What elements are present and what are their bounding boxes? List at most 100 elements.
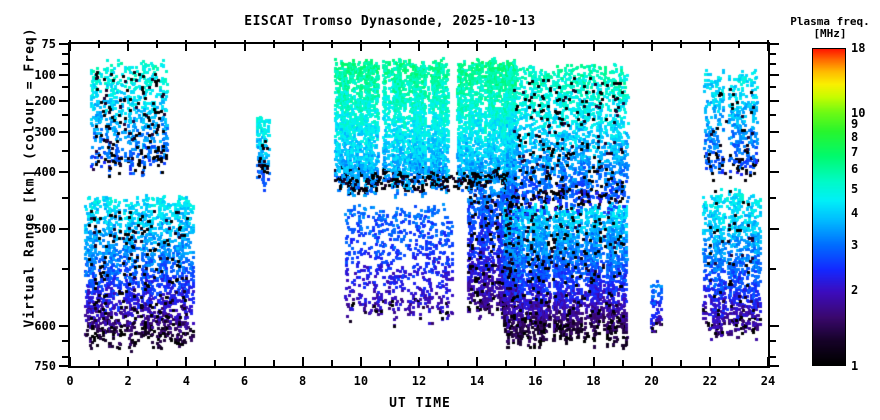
y-tick-label-200: 500 [34, 221, 56, 236]
y-minor-tick-250 [768, 196, 776, 199]
y-tick-75 [59, 365, 70, 367]
x-tick-22 [708, 40, 711, 51]
x-tick-16 [534, 357, 537, 368]
colorbar-tick-label-7: 7 [851, 144, 859, 159]
y-tick-100 [59, 324, 70, 327]
x-minor-tick-17 [563, 360, 566, 368]
x-minor-tick-7 [272, 360, 275, 368]
x-minor-tick-15 [505, 360, 508, 368]
x-tick-20 [650, 40, 653, 51]
x-minor-tick-9 [330, 40, 333, 48]
x-tick-4 [185, 357, 188, 368]
x-tick-24 [767, 357, 769, 368]
y-tick-500 [768, 99, 779, 102]
colorbar-tick-label-1: 1 [851, 359, 859, 373]
colorbar-tick-label-18: 18 [851, 41, 866, 55]
y-tick-600 [768, 74, 779, 77]
x-minor-tick-1 [98, 40, 101, 48]
y-minor-tick-550 [62, 86, 70, 89]
x-tick-label-24: 24 [760, 374, 776, 388]
y-tick-750 [59, 43, 70, 45]
y-tick-label-600: 100 [34, 68, 56, 83]
x-tick-label-14: 14 [469, 374, 485, 388]
x-tick-label-8: 8 [299, 374, 307, 388]
x-tick-label-22: 22 [702, 374, 718, 388]
x-minor-tick-1 [98, 360, 101, 368]
y-minor-tick-80 [62, 355, 70, 358]
y-tick-300 [59, 171, 70, 174]
colorbar-tick-label-9: 9 [851, 117, 859, 132]
y-tick-label-300: 400 [34, 165, 56, 180]
x-minor-tick-3 [156, 40, 159, 48]
colorbar-tick-label-10: 10 [851, 105, 866, 120]
x-tick-label-12: 12 [411, 374, 427, 388]
y-tick-300 [768, 171, 779, 174]
x-minor-tick-5 [214, 40, 217, 48]
x-tick-0 [69, 40, 71, 51]
x-axis-label: UT TIME [389, 396, 451, 411]
x-tick-12 [418, 357, 420, 368]
x-minor-tick-21 [679, 40, 682, 48]
x-minor-tick-23 [737, 360, 740, 368]
y-minor-tick-450 [768, 114, 776, 117]
colorbar-title-line2: [MHz] [813, 27, 847, 40]
x-tick-18 [592, 40, 595, 51]
y-minor-tick-90 [768, 339, 776, 342]
x-minor-tick-11 [388, 360, 391, 368]
y-minor-tick-650 [62, 63, 70, 65]
y-minor-tick-650 [768, 63, 776, 65]
colorbar-title-line1: Plasma freq. [790, 15, 870, 28]
x-tick-18 [592, 357, 595, 368]
x-tick-16 [534, 40, 537, 51]
x-tick-20 [650, 357, 653, 368]
x-minor-tick-23 [737, 40, 740, 48]
y-tick-label-400: 300 [34, 124, 56, 139]
colorbar-tick-label-8: 8 [851, 130, 859, 145]
y-minor-tick-150 [768, 268, 776, 271]
x-tick-24 [767, 40, 769, 51]
y-tick-75 [768, 365, 779, 367]
y-minor-tick-450 [62, 114, 70, 117]
y-tick-750 [768, 43, 779, 45]
x-minor-tick-13 [447, 360, 450, 368]
y-tick-200 [59, 227, 70, 230]
y-tick-500 [59, 99, 70, 102]
x-tick-10 [359, 357, 362, 368]
y-minor-tick-350 [62, 149, 70, 152]
plot-area [68, 42, 770, 368]
x-tick-12 [418, 40, 420, 51]
y-tick-label-750: 75 [41, 37, 56, 51]
x-minor-tick-15 [505, 40, 508, 48]
x-minor-tick-11 [388, 40, 391, 48]
y-tick-label-100: 600 [34, 318, 56, 333]
x-tick-label-10: 10 [353, 374, 369, 388]
colorbar-gradient [813, 49, 845, 365]
x-minor-tick-19 [621, 360, 624, 368]
x-tick-label-20: 20 [644, 374, 659, 388]
colorbar-tick-label-3: 3 [851, 238, 859, 253]
ionogram-scatter-canvas [70, 44, 768, 366]
x-tick-label-18: 18 [586, 374, 601, 388]
y-minor-tick-80 [768, 355, 776, 358]
colorbar [812, 48, 846, 366]
x-tick-label-6: 6 [240, 374, 249, 388]
y-tick-label-500: 200 [34, 93, 56, 108]
x-tick-label-16: 16 [528, 374, 543, 388]
x-tick-10 [359, 40, 362, 51]
y-minor-tick-150 [62, 268, 70, 271]
x-minor-tick-9 [330, 360, 333, 368]
x-tick-6 [243, 357, 246, 368]
y-minor-tick-350 [768, 149, 776, 152]
x-minor-tick-17 [563, 40, 566, 48]
y-minor-tick-90 [62, 339, 70, 342]
y-minor-tick-250 [62, 196, 70, 199]
x-tick-0 [69, 357, 71, 368]
x-minor-tick-3 [156, 360, 159, 368]
x-tick-4 [185, 40, 188, 51]
x-minor-tick-7 [272, 40, 275, 48]
y-tick-600 [59, 74, 70, 77]
x-tick-22 [708, 357, 711, 368]
x-tick-14 [476, 40, 479, 51]
x-tick-8 [301, 40, 304, 51]
y-minor-tick-700 [62, 52, 70, 55]
